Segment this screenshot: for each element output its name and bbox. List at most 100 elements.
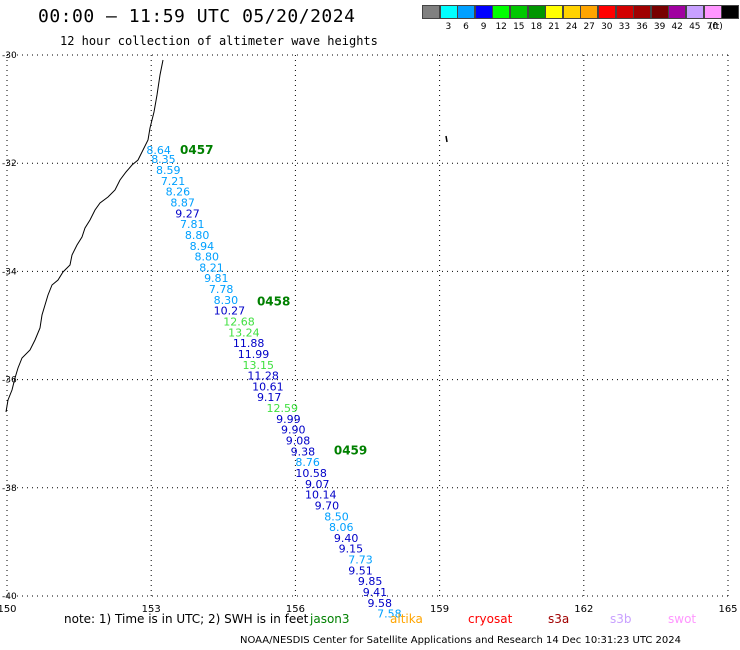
wave-height-value: 9.70 [315,499,340,512]
pass-time-label: 0458 [257,294,290,308]
colorbar-label: 3 [445,22,452,32]
wave-height-value: 9.81 [204,272,229,285]
wave-height-value: 7.73 [348,554,373,567]
wave-height-value: 7.58 [377,608,402,621]
colorbar-label: 9 [480,22,487,32]
wave-height-value: 7.81 [180,218,205,231]
lat-tick-label: -32 [2,159,17,169]
wave-height-value: 9.38 [291,445,316,458]
colorbar-swatch [439,5,458,19]
wave-height-value: 13.15 [243,359,275,372]
colorbar-swatch [668,5,687,19]
colorbar-label: 15 [513,22,525,32]
colorbar-swatch [492,5,511,19]
colorbar-label: 21 [548,22,560,32]
wave-height-value: 7.78 [209,283,234,296]
wave-height-value: 10.14 [305,489,337,502]
pass-time-label: 0459 [334,443,367,457]
colorbar-label: 18 [530,22,543,32]
colorbar-swatch [474,5,493,19]
wave-height-value: 8.76 [295,456,320,469]
axis-tick-labels: 150 153 156 159 162 165 -30 -32 -34 -36 -38 -40 [0,51,738,615]
colorbar-unit: (ft) [709,22,723,32]
wave-height-value: 12.68 [223,316,255,329]
island-marker [445,135,448,143]
observation-labels: 8.648.358.597.218.268.879.277.818.808.94… [146,144,401,621]
colorbar-label: 42 [671,22,683,32]
wave-height-value: 10.61 [252,380,284,393]
wave-height-value: 8.80 [194,251,219,264]
wave-height-value: 8.26 [166,186,191,199]
colorbar-swatch [527,5,546,19]
colorbar-swatch [422,5,440,19]
satellite-cryosat: cryosat [468,612,513,626]
colorbar-label: 45 [689,22,701,32]
lon-tick-label: 150 [0,604,17,615]
colorbar-swatch [510,5,528,19]
time-labels: 0457 0458 0459 [180,143,367,457]
wave-height-value: 8.06 [329,521,354,534]
lat-tick-label: -38 [2,484,17,494]
satellite-s3a: s3a [548,612,570,626]
coastline [5,59,164,413]
map-grid [6,54,729,597]
wave-height-value: 9.90 [281,424,306,437]
wave-height-value: 9.85 [358,575,383,588]
wave-height-value: 9.17 [257,391,282,404]
wave-height-value: 8.50 [324,510,349,523]
chart-subtitle: 12 hour collection of altimeter wave hei… [60,34,378,48]
colorbar-label: 39 [653,22,666,32]
lon-tick-label: 153 [142,604,161,615]
lat-tick-label: -34 [2,267,17,277]
footer-credit: NOAA/NESDIS Center for Satellite Applica… [240,635,682,646]
wave-height-value: 8.30 [214,294,239,307]
lat-tick-label: -36 [2,376,17,386]
wave-height-value: 11.99 [238,348,270,361]
chart-title: 00:00 – 11:59 UTC 05/20/2024 [38,6,356,27]
wave-height-value: 10.27 [214,305,246,318]
colorbar-swatch [457,5,476,19]
wave-height-value: 9.40 [334,532,359,545]
wave-height-value: 9.08 [286,435,311,448]
wave-height-value: 8.21 [199,261,224,274]
wave-height-value: 8.94 [190,240,215,253]
colorbar-label: 36 [636,22,648,32]
wave-height-value: 9.58 [368,597,393,610]
wave-height-value: 9.07 [305,478,330,491]
colorbar-swatch [615,5,634,19]
lon-tick-label: 156 [286,604,305,615]
colorbar-swatch [650,5,669,19]
colorbar-swatch [686,5,704,19]
wave-height-value: 9.27 [175,207,200,220]
lat-tick-label: -40 [2,592,17,602]
wave-height-value: 8.80 [185,229,210,242]
satellite-altika: altika [390,612,423,626]
colorbar-swatch [598,5,616,19]
lon-tick-label: 165 [718,604,737,615]
colorbar-label: 30 [601,22,613,32]
wave-height-value: 10.58 [295,467,327,480]
colorbar-swatch [721,5,740,19]
satellite-s3b: s3b [610,612,632,626]
wave-height-value: 9.51 [348,564,373,577]
wave-height-value: 9.15 [339,543,364,556]
wave-height-value: 9.41 [363,586,388,599]
wave-height-value: 8.35 [151,153,176,166]
colorbar-swatch [562,5,581,19]
note-text: note: 1) Time is in UTC; 2) SWH is in fe… [64,612,309,626]
wave-height-value: 8.59 [156,164,181,177]
wave-height-value: 11.28 [247,370,278,383]
lon-tick-label: 159 [430,604,449,615]
colorbar-swatch [633,5,652,19]
lon-tick-label: 162 [574,604,593,615]
wave-height-value: 8.64 [146,144,171,157]
colorbar-swatch [545,5,564,19]
wave-height-value: 7.21 [161,175,186,188]
colorbar-label: 24 [565,22,578,32]
colorbar-label: 6 [463,22,469,32]
colorbar-label: 70 [706,22,719,32]
wave-height-value: 11.88 [233,337,265,350]
colorbar-label: 12 [495,22,507,32]
satellite-swot: swot [668,612,697,626]
